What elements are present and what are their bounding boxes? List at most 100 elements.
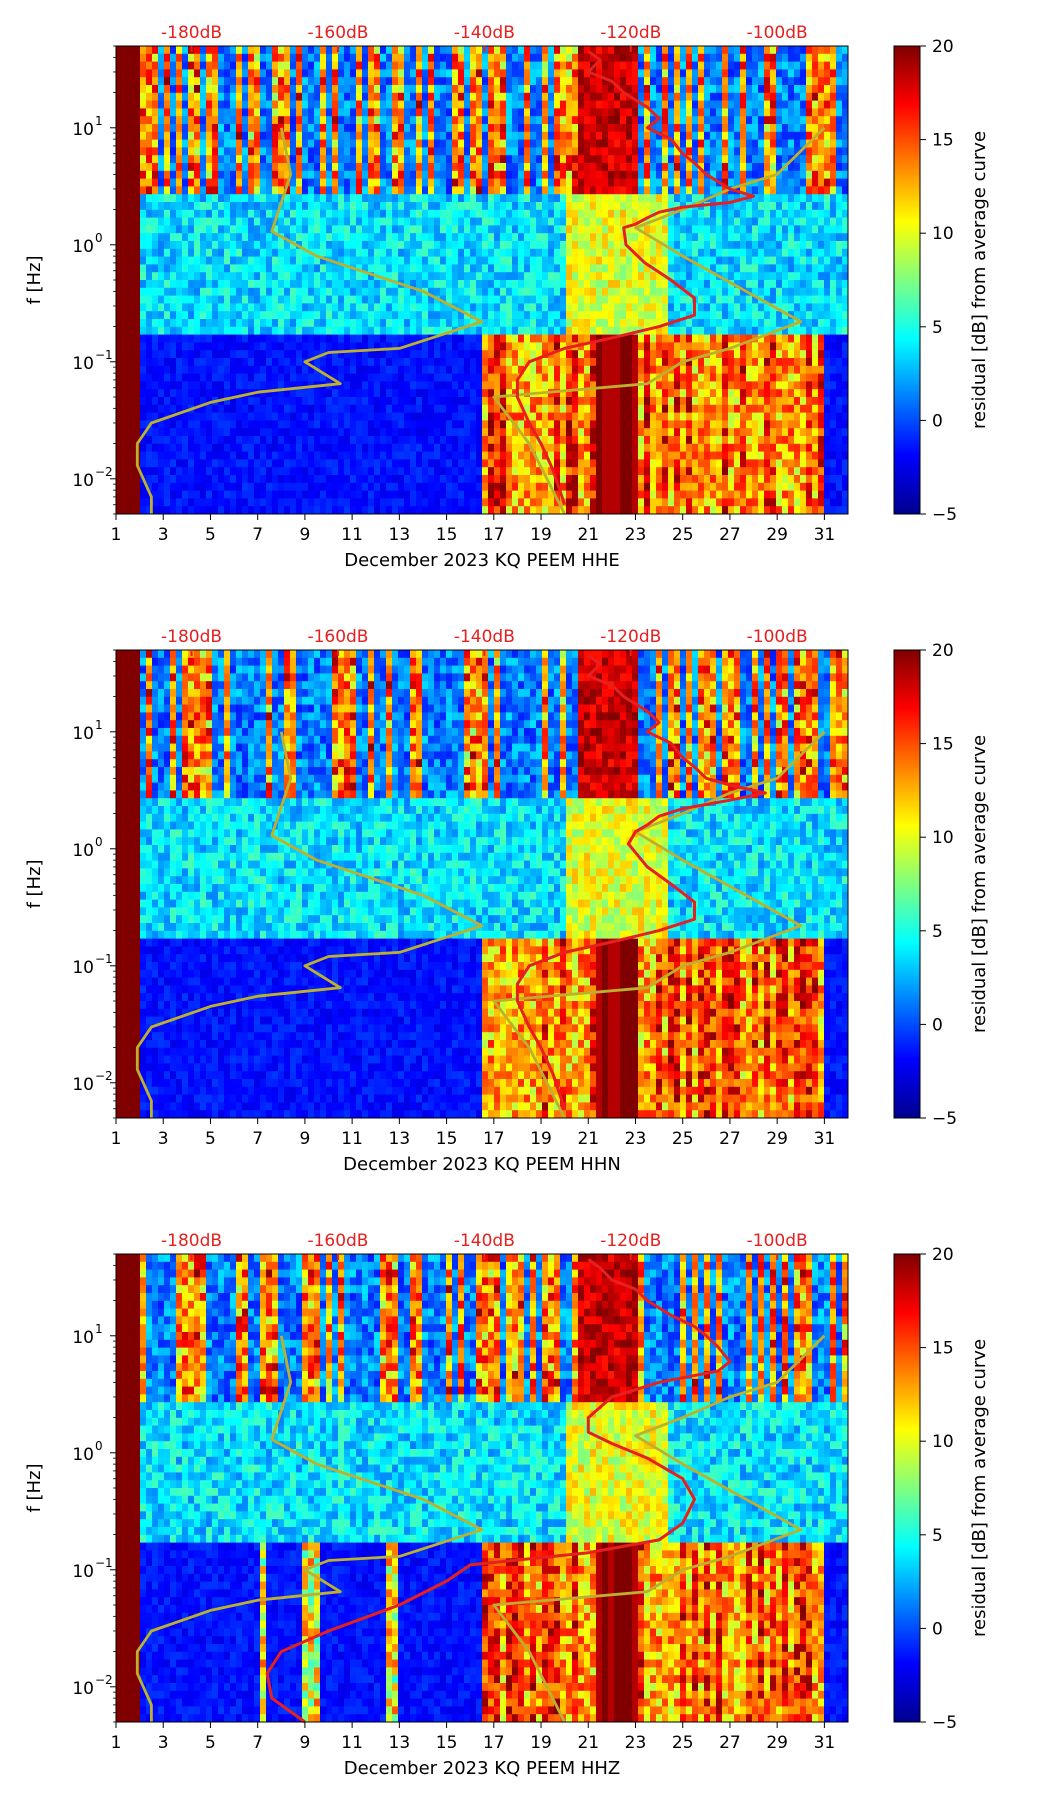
heatmap-cell	[446, 257, 452, 265]
heatmap-cell	[248, 483, 254, 491]
heatmap-cell	[224, 163, 230, 171]
heatmap-cell	[422, 405, 428, 413]
heatmap-cell	[236, 264, 242, 272]
heatmap-cell	[554, 69, 560, 77]
heatmap-cell	[338, 210, 344, 218]
heatmap-cell	[170, 358, 176, 366]
heatmap-cell	[350, 296, 356, 304]
heatmap-cell	[560, 264, 566, 272]
heatmap-cell	[230, 280, 236, 288]
heatmap-cell	[338, 108, 344, 116]
heatmap-cell	[482, 428, 488, 436]
heatmap-cell	[554, 85, 560, 93]
heatmap-cell	[530, 93, 536, 101]
heatmap-cell	[386, 93, 392, 101]
heatmap-cell	[146, 77, 152, 85]
heatmap-cell	[440, 459, 446, 467]
heatmap-cell	[218, 405, 224, 413]
heatmap-cell	[464, 101, 470, 109]
heatmap-cell	[542, 210, 548, 218]
heatmap-cell	[170, 506, 176, 514]
heatmap-cell	[200, 459, 206, 467]
heatmap-cell	[566, 163, 572, 171]
heatmap-cell	[398, 77, 404, 85]
heatmap-cell	[380, 186, 386, 194]
heatmap-cell	[392, 194, 398, 202]
heatmap-cell	[314, 491, 320, 499]
heatmap-cell	[302, 467, 308, 475]
heatmap-cell	[374, 225, 380, 233]
heatmap-cell	[260, 186, 266, 194]
heatmap-cell	[200, 140, 206, 148]
heatmap-cell	[488, 483, 494, 491]
heatmap-cell	[266, 350, 272, 358]
heatmap-cell	[302, 280, 308, 288]
heatmap-cell	[116, 77, 122, 85]
heatmap-cell	[170, 436, 176, 444]
heatmap-cell	[116, 288, 122, 296]
heatmap-cell	[374, 116, 380, 124]
heatmap-cell	[272, 179, 278, 187]
heatmap-cell	[296, 46, 302, 54]
heatmap-cell	[332, 186, 338, 194]
heatmap-cell	[404, 366, 410, 374]
heatmap-cell	[254, 108, 260, 116]
heatmap-cell	[590, 249, 596, 257]
heatmap-cell	[170, 483, 176, 491]
heatmap-cell	[182, 413, 188, 421]
heatmap-cell	[404, 335, 410, 343]
heatmap-cell	[458, 132, 464, 140]
heatmap-cell	[200, 218, 206, 226]
heatmap-cell	[158, 475, 164, 483]
heatmap-cell	[296, 272, 302, 280]
heatmap-cell	[440, 85, 446, 93]
heatmap-cell	[248, 108, 254, 116]
heatmap-cell	[578, 272, 584, 280]
heatmap-cell	[434, 101, 440, 109]
heatmap-cell	[488, 155, 494, 163]
heatmap-cell	[212, 54, 218, 62]
heatmap-cell	[398, 350, 404, 358]
heatmap-cell	[254, 272, 260, 280]
heatmap-cell	[266, 241, 272, 249]
heatmap-cell	[194, 140, 200, 148]
heatmap-cell	[302, 46, 308, 54]
heatmap-cell	[578, 420, 584, 428]
heatmap-cell	[272, 272, 278, 280]
heatmap-cell	[476, 498, 482, 506]
heatmap-cell	[386, 225, 392, 233]
heatmap-cell	[488, 311, 494, 319]
heatmap-cell	[224, 288, 230, 296]
heatmap-cell	[236, 483, 242, 491]
heatmap-cell	[242, 132, 248, 140]
heatmap-cell	[578, 218, 584, 226]
heatmap-cell	[470, 171, 476, 179]
heatmap-cell	[614, 132, 620, 140]
heatmap-cell	[326, 249, 332, 257]
heatmap-cell	[536, 124, 542, 132]
heatmap-cell	[524, 506, 530, 514]
heatmap-cell	[326, 311, 332, 319]
heatmap-cell	[296, 506, 302, 514]
heatmap-cell	[518, 459, 524, 467]
heatmap-cell	[566, 272, 572, 280]
heatmap-cell	[500, 194, 506, 202]
heatmap-cell	[128, 93, 134, 101]
heatmap-cell	[338, 116, 344, 124]
heatmap-cell	[572, 428, 578, 436]
heatmap-cell	[392, 272, 398, 280]
heatmap-cell	[410, 85, 416, 93]
heatmap-cell	[368, 171, 374, 179]
heatmap-cell	[266, 233, 272, 241]
heatmap-cell	[488, 85, 494, 93]
heatmap-cell	[230, 319, 236, 327]
heatmap-cell	[302, 350, 308, 358]
heatmap-cell	[374, 54, 380, 62]
heatmap-cell	[254, 280, 260, 288]
heatmap-cell	[386, 54, 392, 62]
heatmap-cell	[584, 241, 590, 249]
heatmap-cell	[152, 77, 158, 85]
heatmap-cell	[542, 186, 548, 194]
heatmap-cell	[446, 233, 452, 241]
heatmap-cell	[200, 202, 206, 210]
